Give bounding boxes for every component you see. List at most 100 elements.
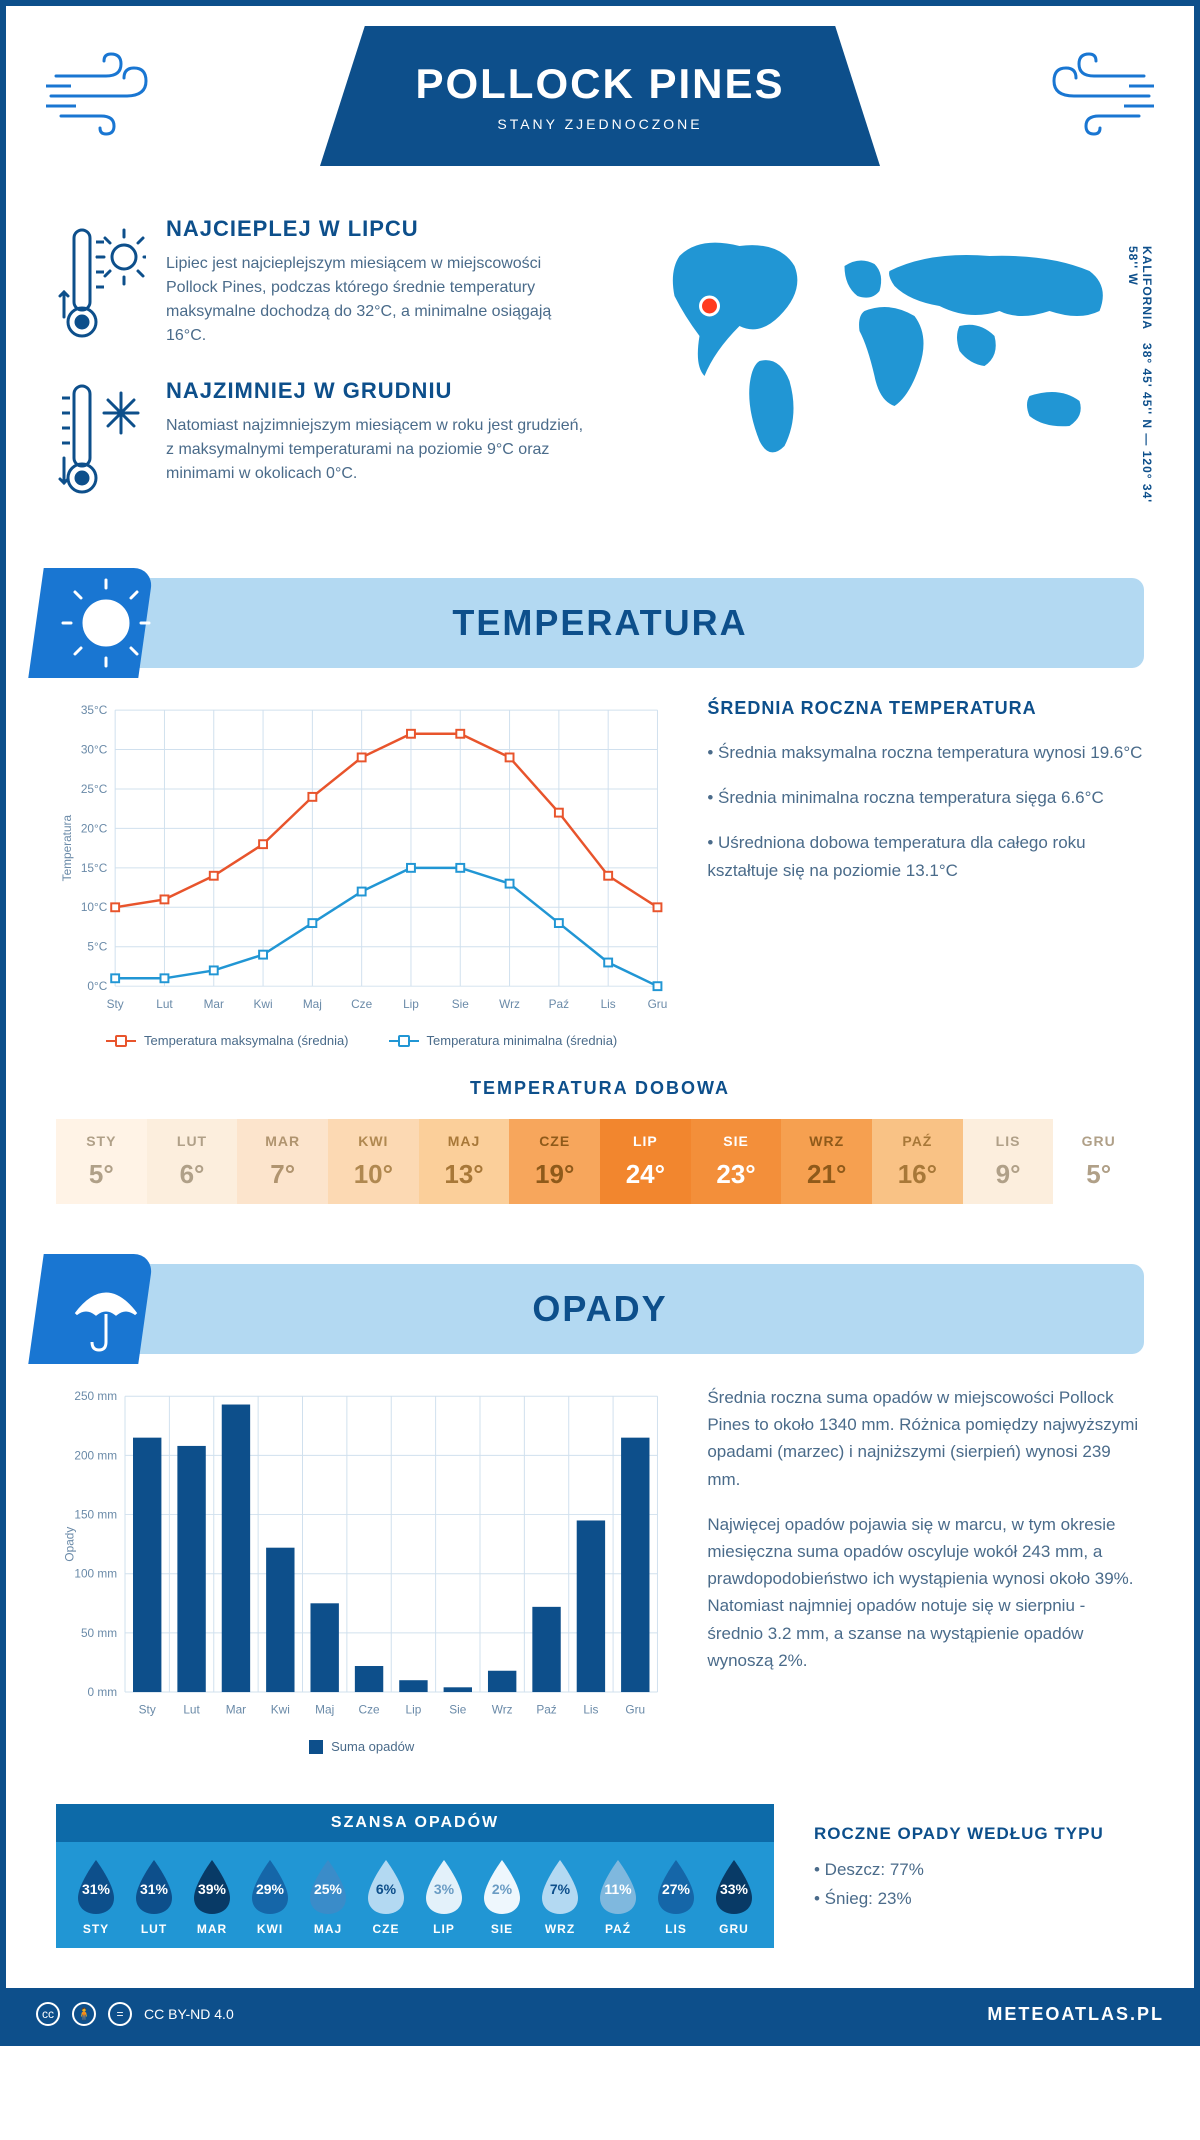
thermometer-cold-icon — [56, 378, 146, 498]
svg-text:35°C: 35°C — [81, 703, 108, 717]
daily-temp-cell: WRZ21° — [781, 1119, 872, 1204]
intro-text-column: NAJCIEPLEJ W LIPCU Lipiec jest najcieple… — [56, 216, 585, 528]
sun-icon — [61, 578, 151, 668]
chance-cell: 29%KWI — [244, 1856, 296, 1936]
license-text: CC BY-ND 4.0 — [144, 2006, 234, 2022]
svg-text:10°C: 10°C — [81, 900, 108, 914]
legend-max-label: Temperatura maksymalna (średnia) — [144, 1033, 348, 1048]
svg-text:Cze: Cze — [359, 1703, 380, 1717]
svg-text:Maj: Maj — [315, 1703, 334, 1717]
svg-text:15°C: 15°C — [81, 861, 108, 875]
legend-min: Temperatura minimalna (średnia) — [389, 1033, 618, 1048]
precipitation-chart-row: 0 mm50 mm100 mm150 mm200 mm250 mmStyLutM… — [6, 1384, 1194, 1784]
page-subtitle: STANY ZJEDNOCZONE — [497, 116, 702, 132]
cc-icon: cc — [36, 2002, 60, 2026]
svg-text:Mar: Mar — [226, 1703, 246, 1717]
svg-text:Lis: Lis — [583, 1703, 598, 1717]
precip-text-2: Najwięcej opadów pojawia się w marcu, w … — [707, 1511, 1144, 1674]
svg-text:250 mm: 250 mm — [74, 1389, 117, 1403]
svg-text:Mar: Mar — [204, 997, 224, 1011]
legend-sum: Suma opadów — [309, 1739, 414, 1754]
precip-chance-box: SZANSA OPADÓW 31%STY31%LUT39%MAR29%KWI25… — [56, 1804, 774, 1948]
location-marker-icon — [701, 297, 719, 315]
daily-temp-cell: PAŹ16° — [872, 1119, 963, 1204]
umbrella-icon — [61, 1264, 151, 1354]
chance-cell: 3%LIP — [418, 1856, 470, 1936]
annual-temp-point: • Średnia maksymalna roczna temperatura … — [707, 739, 1144, 766]
wind-icon — [1034, 46, 1154, 136]
footer-license: cc 🧍 = CC BY-ND 4.0 — [36, 2002, 234, 2026]
svg-text:Maj: Maj — [303, 997, 322, 1011]
daily-temp-cell: GRU5° — [1053, 1119, 1144, 1204]
chance-title: SZANSA OPADÓW — [56, 1804, 774, 1842]
svg-text:Sie: Sie — [449, 1703, 467, 1717]
svg-text:150 mm: 150 mm — [74, 1508, 117, 1522]
svg-text:25°C: 25°C — [81, 782, 108, 796]
legend-min-label: Temperatura minimalna (średnia) — [427, 1033, 618, 1048]
precip-text-1: Średnia roczna suma opadów w miejscowośc… — [707, 1384, 1144, 1493]
daily-temp-cell: SIE23° — [691, 1119, 782, 1204]
svg-text:Kwi: Kwi — [254, 997, 273, 1011]
svg-text:Gru: Gru — [648, 997, 668, 1011]
hot-text: NAJCIEPLEJ W LIPCU Lipiec jest najcieple… — [166, 216, 585, 348]
nd-icon: = — [108, 2002, 132, 2026]
temperature-chart: 0°C5°C10°C15°C20°C25°C30°C35°CStyLutMarK… — [56, 698, 667, 1048]
daily-temp-cell: LIS9° — [963, 1119, 1054, 1204]
daily-temp-cell: STY5° — [56, 1119, 147, 1204]
precipitation-legend: Suma opadów — [56, 1739, 667, 1754]
svg-text:Sie: Sie — [452, 997, 470, 1011]
daily-temp-title: TEMPERATURA DOBOWA — [56, 1078, 1144, 1099]
daily-temp-cell: MAR7° — [237, 1119, 328, 1204]
svg-text:Lut: Lut — [156, 997, 173, 1011]
daily-temp-cell: LUT6° — [147, 1119, 238, 1204]
cold-block: NAJZIMNIEJ W GRUDNIU Natomiast najzimnie… — [56, 378, 585, 498]
precipitation-title: OPADY — [532, 1288, 667, 1330]
legend-max: Temperatura maksymalna (średnia) — [106, 1033, 348, 1048]
daily-temp-cell: MAJ13° — [419, 1119, 510, 1204]
world-map-icon — [615, 216, 1144, 476]
annual-type-snow: • Śnieg: 23% — [814, 1885, 1144, 1914]
svg-text:Kwi: Kwi — [271, 1703, 290, 1717]
title-banner: POLLOCK PINES STANY ZJEDNOCZONE — [320, 26, 880, 166]
daily-temp-cell: KWI10° — [328, 1119, 419, 1204]
page-title: POLLOCK PINES — [415, 60, 784, 108]
chance-cell: 11%PAŹ — [592, 1856, 644, 1936]
svg-text:30°C: 30°C — [81, 742, 108, 756]
svg-text:Sty: Sty — [107, 997, 124, 1011]
chance-cell: 31%LUT — [128, 1856, 180, 1936]
temperature-chart-row: 0°C5°C10°C15°C20°C25°C30°C35°CStyLutMarK… — [6, 698, 1194, 1078]
hot-block: NAJCIEPLEJ W LIPCU Lipiec jest najcieple… — [56, 216, 585, 348]
precipitation-chart: 0 mm50 mm100 mm150 mm200 mm250 mmStyLutM… — [56, 1384, 667, 1754]
cold-text: NAJZIMNIEJ W GRUDNIU Natomiast najzimnie… — [166, 378, 585, 498]
svg-text:Paź: Paź — [549, 997, 569, 1011]
cold-title: NAJZIMNIEJ W GRUDNIU — [166, 378, 585, 404]
temperature-title: TEMPERATURA — [452, 602, 747, 644]
infographic-page: POLLOCK PINES STANY ZJEDNOCZONE NAJCI — [0, 0, 1200, 2046]
chance-cell: 39%MAR — [186, 1856, 238, 1936]
daily-temp-cell: CZE19° — [509, 1119, 600, 1204]
temperature-annual-text: ŚREDNIA ROCZNA TEMPERATURA • Średnia mak… — [707, 698, 1144, 1048]
annual-temp-point: • Uśredniona dobowa temperatura dla całe… — [707, 829, 1144, 883]
annual-type-rain: • Deszcz: 77% — [814, 1856, 1144, 1885]
svg-text:Gru: Gru — [625, 1703, 645, 1717]
chance-cell: 7%WRZ — [534, 1856, 586, 1936]
svg-text:Lut: Lut — [183, 1703, 200, 1717]
annual-precip-type: ROCZNE OPADY WEDŁUG TYPU • Deszcz: 77% •… — [814, 1784, 1144, 1914]
header: POLLOCK PINES STANY ZJEDNOCZONE — [6, 6, 1194, 186]
hot-description: Lipiec jest najcieplejszym miesiącem w m… — [166, 252, 585, 348]
cold-description: Natomiast najzimniejszym miesiącem w rok… — [166, 414, 585, 486]
svg-text:20°C: 20°C — [81, 821, 108, 835]
daily-temp-cell: LIP24° — [600, 1119, 691, 1204]
daily-temp-strip: STY5°LUT6°MAR7°KWI10°MAJ13°CZE19°LIP24°S… — [56, 1119, 1144, 1204]
svg-text:0 mm: 0 mm — [88, 1685, 118, 1699]
svg-text:200 mm: 200 mm — [74, 1448, 117, 1462]
region-text: KALIFORNIA — [1140, 246, 1154, 330]
chance-cell: 6%CZE — [360, 1856, 412, 1936]
svg-text:Paź: Paź — [536, 1703, 556, 1717]
chance-cell: 25%MAJ — [302, 1856, 354, 1936]
thermometer-hot-icon — [56, 216, 146, 348]
temperature-legend: Temperatura maksymalna (średnia) Tempera… — [56, 1033, 667, 1048]
hot-title: NAJCIEPLEJ W LIPCU — [166, 216, 585, 242]
svg-text:Lip: Lip — [403, 997, 419, 1011]
svg-text:Wrz: Wrz — [492, 1703, 513, 1717]
